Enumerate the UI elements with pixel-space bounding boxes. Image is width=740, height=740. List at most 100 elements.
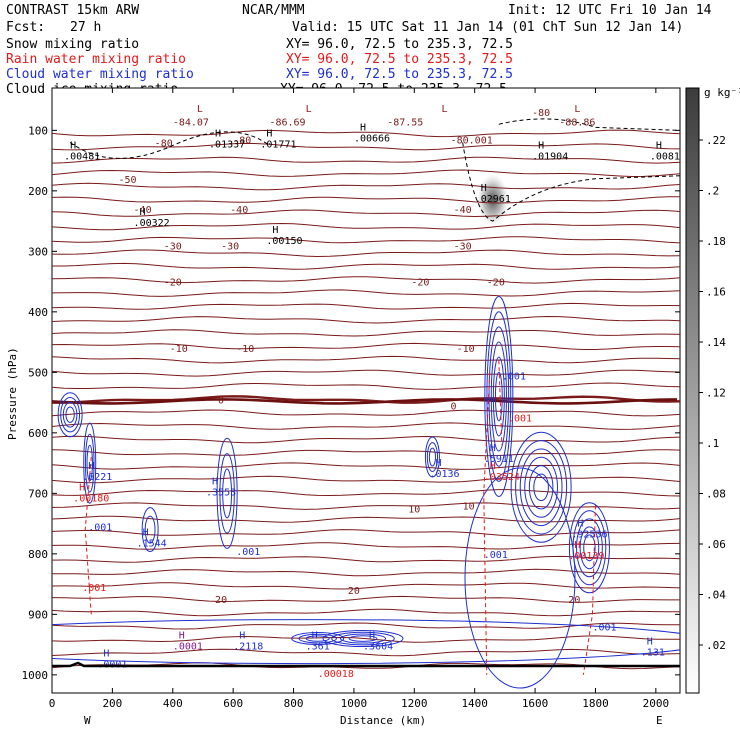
x-axis-title: Distance (km) [340,714,426,727]
isotherm-label: -50 [118,175,136,186]
contour-value-label: .001 [592,622,616,633]
isotherm [52,529,680,537]
cloud-water-contour [510,431,572,543]
cloud-water-contour [348,635,378,642]
colorbar-tick-label: .1 [706,437,719,450]
isotherm [52,582,680,590]
isotherm-label: -40 [454,205,472,216]
cloud-water-contour [486,311,512,482]
colorbar-tick-label: .02 [706,639,726,652]
cloud-water-contour [298,633,337,644]
extremum-value: .2118 [233,642,263,653]
cloud-water-contour [424,436,440,478]
cloud-water-contour [490,341,507,452]
colorbar-unit: g kg⁻¹ [704,86,740,99]
isotherm [52,369,680,377]
x-tick-label: 200 [102,697,122,710]
extremum-value: .1544 [137,539,167,550]
extremum-value: .3604 [363,642,393,653]
cloud-water-contour [519,448,563,527]
isotherm [52,169,680,178]
legend-rain-name: Rain water mixing ratio [6,52,186,67]
maximum-marker: H [490,443,496,454]
isotherm [52,329,680,337]
cloud-water-contour [52,619,680,665]
isotherm-zero [52,395,680,404]
extremum-value: .03524 [484,472,520,483]
maximum-marker: H [656,141,662,152]
colorbar-ticks: .22 .2 .18 .16 .14 .12 .1 .08 .06 .04 .02 [699,134,726,652]
isotherm-label: -88.86 [559,117,595,128]
x-tick-label: 2000 [643,697,670,710]
isotherm [52,608,680,617]
isotherm-label: -80 [155,138,173,149]
cloud-water-contour [583,534,596,562]
extremum-value: .00018 [318,669,354,680]
isotherm [52,595,680,603]
cloud-water-contour [428,447,437,467]
isotherm-label: 20 [348,586,360,597]
extremum-value: .0136 [429,469,459,480]
isotherm [52,302,680,310]
extremum-value: .00481 [64,152,100,163]
isotherm [52,622,680,630]
contour-value-label: .001 [88,523,112,534]
isotherm-label: -84.07 [173,117,209,128]
colorbar-tick-label: .18 [706,235,726,248]
isotherm [52,462,680,470]
extremum-value: .00666 [354,133,390,144]
maximum-marker: H [143,528,149,539]
colorbar-tick-label: .14 [706,336,726,349]
extremum-value: .00322 [134,218,170,229]
maximum-marker: H [490,461,496,472]
maximum-marker: H [647,637,653,648]
cloud-water-contour [576,518,603,578]
legend-cloudwater-name: Cloud water mixing ratio [6,67,194,82]
colorbar-tick-label: .22 [706,134,726,147]
isotherm [52,555,680,563]
isotherm-label: -87.55 [387,117,423,128]
x-tick-label: 0 [49,697,56,710]
cloud-water-contour [579,526,600,570]
extremum-value: .00180 [73,493,109,504]
x-tick-label: 1600 [522,697,549,710]
maximum-marker: H [103,649,109,660]
isotherm [52,289,680,297]
forecast-label: Fcst: [6,20,45,35]
maximum-marker: H [481,183,487,194]
maximum-marker: H [70,141,76,152]
isotherm [52,542,680,550]
x-tick-label: 1400 [461,697,488,710]
isotherm [52,196,680,204]
isotherm [52,156,680,164]
extremum-value: .131 [641,648,665,659]
cloud-water-contour [492,356,505,437]
x-tick-label: 400 [163,697,183,710]
isotherm [52,662,680,670]
y-axis-title: Pressure (hPa) [6,347,19,440]
isotherm [52,449,680,457]
minimum-marker: L [574,104,580,115]
contour-value-label: .001 [82,583,106,594]
cloud-water-contour [339,633,387,644]
cloud-water-contour [57,392,83,438]
isotherm-label: -20 [164,278,182,289]
model-title: CONTRAST 15km ARW [6,3,139,18]
cloud-water-contour [331,631,395,646]
contour-labels: -80 -80 -80.001-80-84.07 -86.69 -87.55 -88.86… [64,104,680,680]
isotherm-label: -40 [230,205,248,216]
cloud-water-contour [484,296,514,498]
east-label: E [656,714,663,727]
isotherm [52,342,680,350]
isotherm-label: -80 [532,108,550,119]
colorbar-tick-label: .12 [706,387,726,400]
minimum-marker: L [441,104,447,115]
isotherm-label: -10 [236,344,254,355]
isotherm [52,142,680,151]
rain-water-contour [498,360,503,445]
cloud-water-contour [494,371,503,422]
maximum-marker: H [88,461,94,472]
maximum-marker: H [79,482,85,493]
isotherm-label: -10 [457,344,475,355]
